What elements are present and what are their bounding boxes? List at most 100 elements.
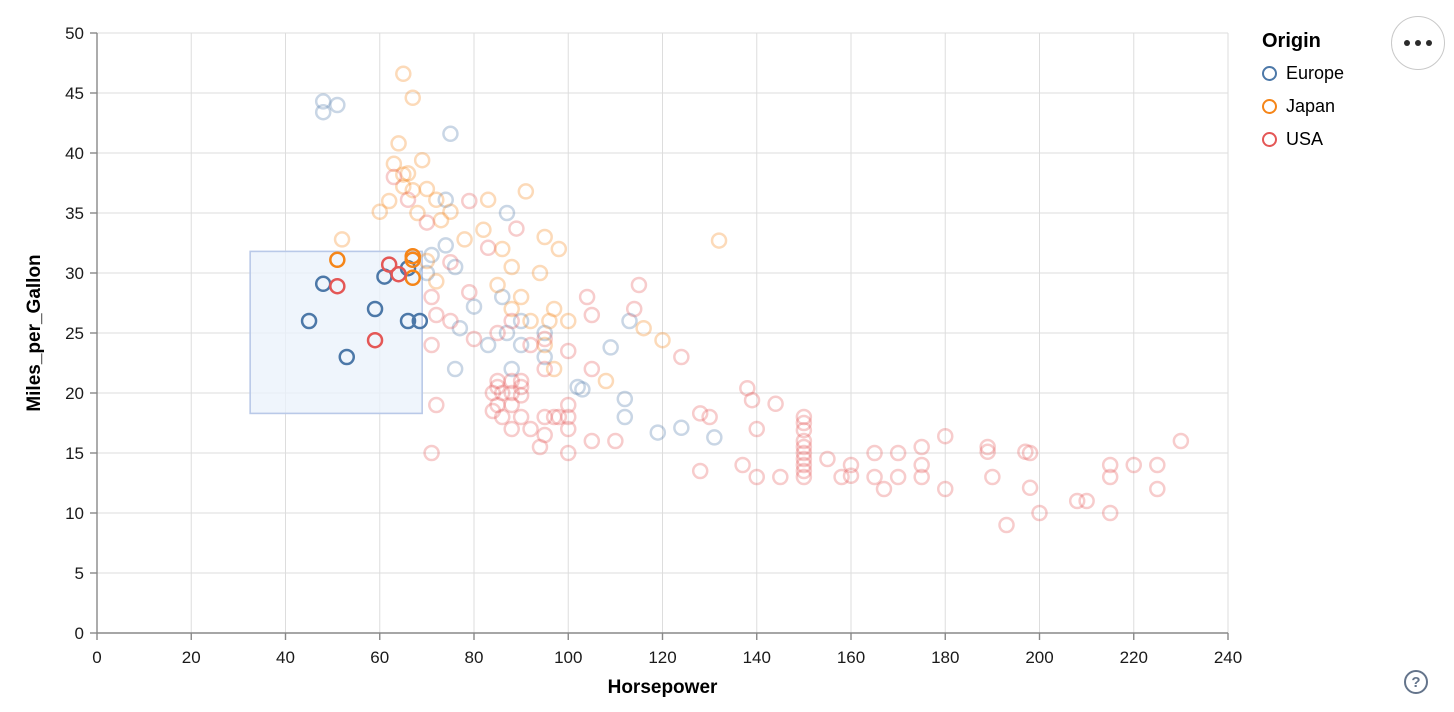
scatter-point xyxy=(479,336,497,354)
scatter-point xyxy=(842,467,860,485)
y-axis-tick-label: 10 xyxy=(65,504,84,523)
scatter-point xyxy=(300,312,318,330)
scatter-point xyxy=(536,324,553,342)
scatter-point xyxy=(583,306,601,324)
scatter-point xyxy=(560,408,577,426)
scatter-point xyxy=(795,408,813,426)
scatter-point xyxy=(522,312,539,330)
scatter-point xyxy=(795,444,813,462)
scatter-point xyxy=(498,324,516,342)
scatter-point xyxy=(913,468,930,486)
legend-label: Japan xyxy=(1286,96,1336,116)
scatter-point xyxy=(404,181,421,199)
scatter-point xyxy=(621,312,638,330)
scatter-point xyxy=(503,420,520,438)
scatter-point xyxy=(418,180,436,198)
scatter-point xyxy=(437,191,454,209)
y-axis-tick-label: 15 xyxy=(65,444,84,463)
legend-label: USA xyxy=(1286,129,1324,149)
scatter-point xyxy=(550,240,568,258)
scatter-point xyxy=(461,192,478,210)
scatter-point xyxy=(866,444,883,462)
scatter-point xyxy=(380,192,398,210)
scatter-point xyxy=(795,450,813,468)
scatter-point xyxy=(503,384,520,402)
brush-selection[interactable] xyxy=(249,250,423,415)
y-axis-tick-label: 35 xyxy=(65,204,84,223)
y-axis-tick-label: 25 xyxy=(65,324,84,343)
scatter-point xyxy=(428,191,445,209)
scatter-point xyxy=(536,426,553,444)
scatter-point xyxy=(889,468,907,486)
scatter-point xyxy=(673,348,690,366)
scatter-point xyxy=(616,408,634,426)
y-axis-tick-label: 0 xyxy=(75,624,84,643)
scatter-point xyxy=(465,330,483,348)
scatter-point xyxy=(366,300,384,318)
help-button[interactable]: ? xyxy=(1404,670,1428,694)
x-axis-tick-label: 40 xyxy=(276,648,295,667)
scatter-point xyxy=(560,444,577,462)
scatter-point xyxy=(545,300,563,318)
scatter-point xyxy=(1031,504,1048,522)
scatter-point xyxy=(512,378,530,396)
scatter-point xyxy=(512,312,530,330)
scatter-point xyxy=(569,378,586,396)
scatter-point xyxy=(395,178,412,195)
scatter-point xyxy=(635,319,652,337)
scatter-point xyxy=(385,155,403,173)
scatter-point xyxy=(536,336,553,354)
scatter-point xyxy=(583,432,601,450)
scatter-point xyxy=(494,384,511,402)
scatter-point xyxy=(399,191,417,209)
y-axis-tick-label: 45 xyxy=(65,84,84,103)
scatter-point xyxy=(984,468,1001,486)
scatter-point xyxy=(314,103,332,121)
scatter-point xyxy=(545,408,563,426)
y-axis-title: Miles_per_Gallon xyxy=(24,254,45,411)
scatter-point xyxy=(536,408,553,426)
scatter-point xyxy=(512,387,530,404)
ellipsis-icon xyxy=(1404,40,1432,46)
scatter-point xyxy=(395,166,412,183)
x-axis-tick-label: 60 xyxy=(370,648,389,667)
scatter-point xyxy=(522,420,539,438)
scatter-point xyxy=(512,408,530,426)
actions-menu-button[interactable] xyxy=(1391,16,1445,70)
scatter-point xyxy=(616,390,634,408)
scatter-point xyxy=(560,420,577,438)
scatter-point xyxy=(390,135,407,152)
scatter-point xyxy=(512,288,530,306)
scatter-point xyxy=(739,379,756,397)
scatter-point xyxy=(706,429,723,446)
scatter-point xyxy=(428,396,445,414)
scatter-point xyxy=(842,456,860,474)
scatter-point xyxy=(531,438,549,456)
scatter-point xyxy=(503,300,520,318)
scatter-point xyxy=(767,395,784,413)
scatter-point xyxy=(399,312,417,330)
x-axis-title: Horsepower xyxy=(608,677,718,698)
scatter-point xyxy=(1021,444,1039,462)
scatter-point xyxy=(423,288,440,306)
scatter-point xyxy=(442,203,459,221)
scatter-point xyxy=(442,125,459,143)
scatter-point xyxy=(484,402,502,420)
scatter-point xyxy=(1101,456,1119,474)
scatter-points xyxy=(300,65,1190,534)
scatter-point xyxy=(380,256,398,273)
scatter-point xyxy=(494,408,511,426)
scatter-point xyxy=(1101,504,1119,522)
scatter-point xyxy=(541,312,558,330)
scatter-point xyxy=(833,468,850,486)
scatter-point xyxy=(1068,492,1086,510)
legend-label: Europe xyxy=(1286,63,1345,83)
legend-title: Origin xyxy=(1262,30,1321,52)
x-axis-tick-label: 180 xyxy=(931,648,959,667)
scatter-point xyxy=(710,232,728,249)
scatter-point xyxy=(484,384,502,402)
scatter-point xyxy=(503,258,520,276)
scatter-point xyxy=(875,480,893,498)
legend-item-japan: Japan xyxy=(1262,96,1344,116)
